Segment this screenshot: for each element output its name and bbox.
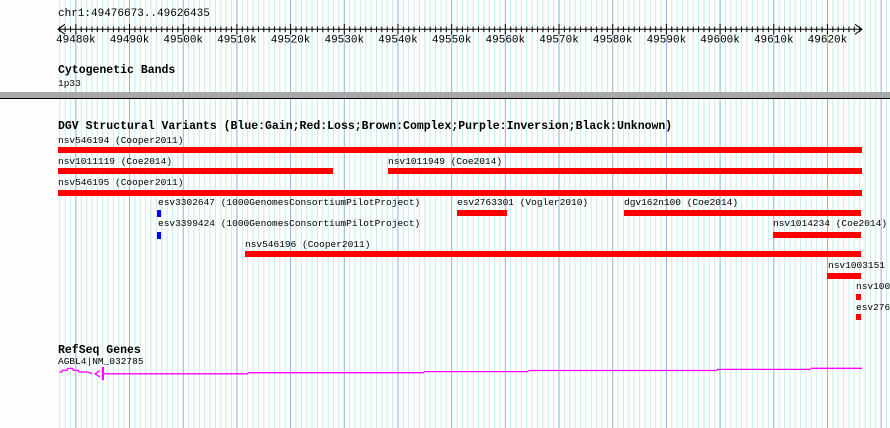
svg-text:49600k: 49600k [700,35,740,45]
svg-text:49480k: 49480k [56,35,96,45]
svg-text:49490k: 49490k [110,35,150,45]
svg-text:49500k: 49500k [163,35,203,45]
svg-text:49560k: 49560k [486,35,526,45]
svg-text:49610k: 49610k [754,35,794,45]
svg-text:49550k: 49550k [432,35,472,45]
svg-text:49520k: 49520k [271,35,311,45]
svg-text:49570k: 49570k [539,35,579,45]
svg-text:49510k: 49510k [217,35,257,45]
svg-text:49620k: 49620k [808,35,848,45]
svg-text:49590k: 49590k [647,35,687,45]
svg-text:49530k: 49530k [324,35,364,45]
svg-text:49540k: 49540k [378,35,418,45]
svg-text:49580k: 49580k [593,35,633,45]
